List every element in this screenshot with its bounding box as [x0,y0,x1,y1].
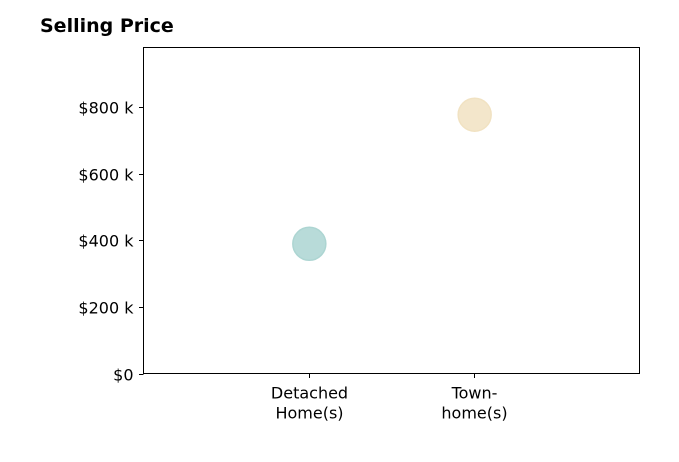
x-tick-label: Detached Home(s) [271,384,348,423]
chart-title: Selling Price [40,15,174,37]
y-tick-label: $800 k [78,99,134,118]
data-points [292,97,492,262]
data-point [292,226,327,262]
data-point [457,97,492,132]
plot-frame [143,47,640,374]
y-tick-label: $200 k [78,299,134,318]
x-axis: Detached Home(s) Town-home(s) [271,373,508,423]
y-tick-label: $400 k [78,232,134,251]
y-tick-label: $0 [113,366,133,385]
x-tick-label: Town-home(s) [441,384,507,423]
y-tick-label: $600 k [78,166,134,185]
y-axis: $0 $200 k $400 k $600 k $800 k [78,99,144,385]
